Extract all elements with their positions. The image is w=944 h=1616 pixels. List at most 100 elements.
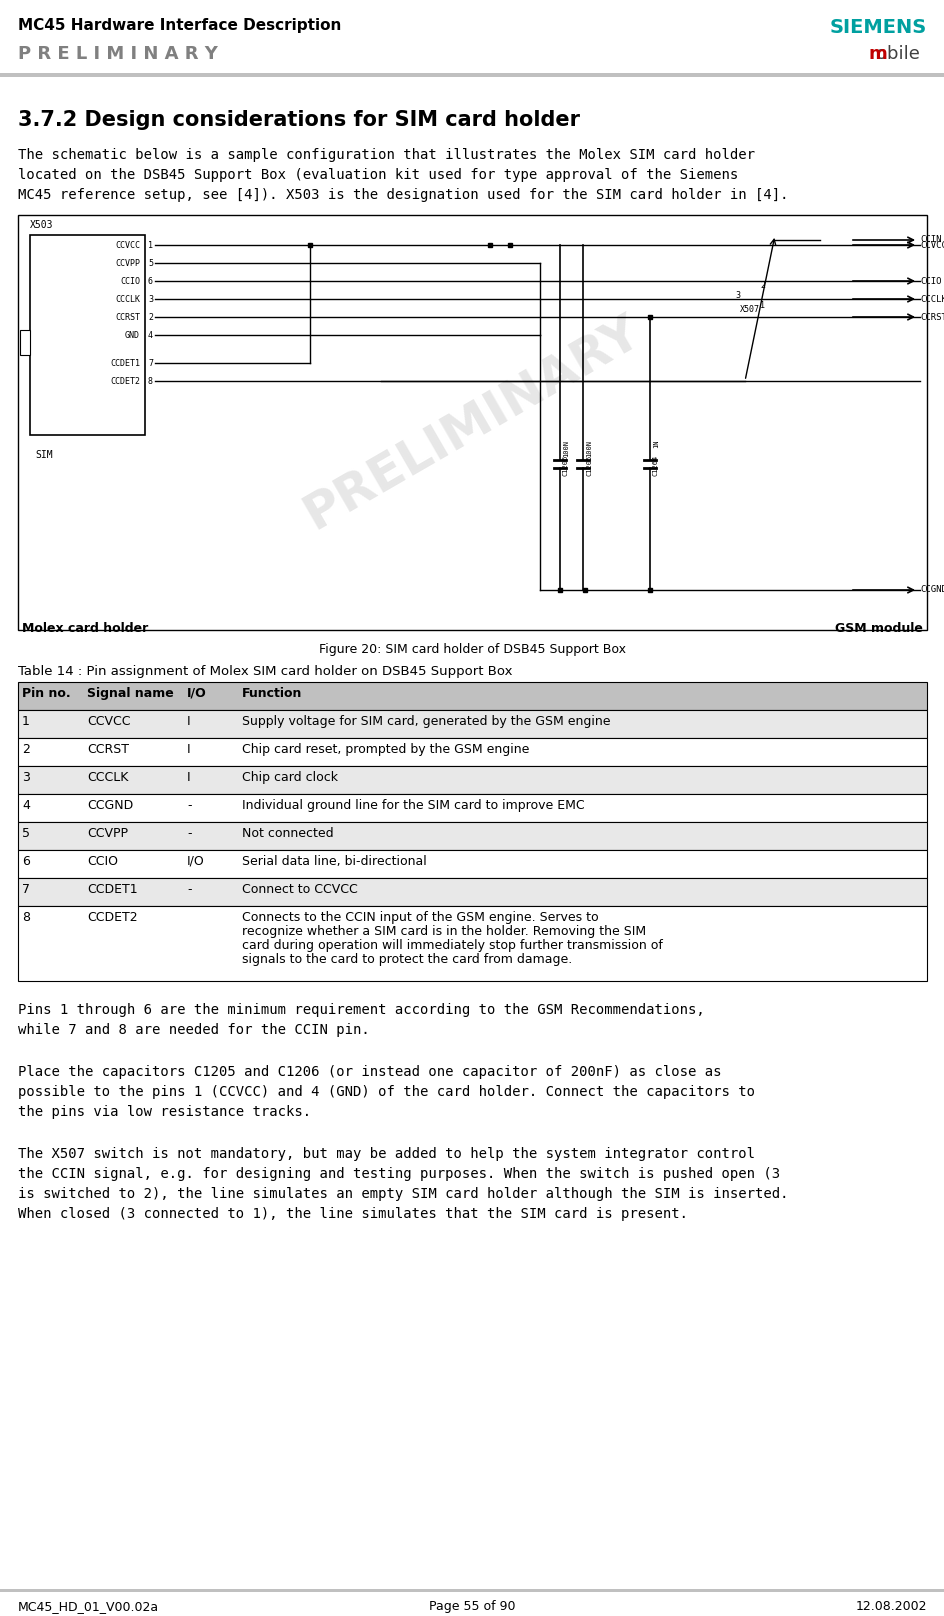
Text: 8: 8: [148, 377, 153, 386]
Text: CCRST: CCRST: [87, 743, 129, 756]
Text: SIM: SIM: [35, 449, 53, 461]
Text: 6: 6: [22, 855, 30, 868]
Text: recognize whether a SIM card is in the holder. Removing the SIM: recognize whether a SIM card is in the h…: [242, 924, 646, 937]
Text: 5: 5: [148, 259, 153, 268]
Text: X503: X503: [30, 220, 54, 229]
Text: Pin no.: Pin no.: [22, 687, 71, 700]
Text: 4: 4: [148, 331, 153, 339]
Text: signals to the card to protect the card from damage.: signals to the card to protect the card …: [242, 953, 572, 966]
Text: Function: Function: [242, 687, 302, 700]
Text: CCIO: CCIO: [120, 276, 140, 286]
Text: 8: 8: [22, 911, 30, 924]
Text: CCDET1: CCDET1: [87, 882, 138, 895]
Text: CCCLK: CCCLK: [919, 294, 944, 304]
Text: while 7 and 8 are needed for the CCIN pin.: while 7 and 8 are needed for the CCIN pi…: [18, 1023, 369, 1037]
Text: possible to the pins 1 (CCVCC) and 4 (GND) of the card holder. Connect the capac: possible to the pins 1 (CCVCC) and 4 (GN…: [18, 1084, 754, 1099]
Text: Individual ground line for the SIM card to improve EMC: Individual ground line for the SIM card …: [242, 798, 584, 811]
Text: I: I: [187, 714, 191, 727]
Text: m: m: [868, 45, 886, 63]
Text: I: I: [187, 743, 191, 756]
Bar: [18, 907, 926, 981]
Bar: [18, 823, 926, 850]
Text: CCIN: CCIN: [919, 236, 940, 244]
Text: CCDET1: CCDET1: [110, 359, 140, 367]
Text: 12.08.2002: 12.08.2002: [854, 1600, 926, 1613]
Text: CCVCC: CCVCC: [87, 714, 130, 727]
Text: C1205: C1205: [585, 456, 591, 477]
Text: CCGND: CCGND: [87, 798, 133, 811]
Bar: [0, 1589, 944, 1592]
Text: Chip card reset, prompted by the GSM engine: Chip card reset, prompted by the GSM eng…: [242, 743, 529, 756]
Text: The X507 switch is not mandatory, but may be added to help the system integrator: The X507 switch is not mandatory, but ma…: [18, 1147, 754, 1160]
Text: Pins 1 through 6 are the minimum requirement according to the GSM Recommendation: Pins 1 through 6 are the minimum require…: [18, 1004, 704, 1016]
Text: MC45 Hardware Interface Description: MC45 Hardware Interface Description: [18, 18, 341, 32]
Text: GSM module: GSM module: [834, 622, 922, 635]
Text: X507: X507: [739, 305, 759, 315]
Bar: [20, 330, 30, 356]
Text: CCIO: CCIO: [919, 276, 940, 286]
Text: card during operation will immediately stop further transmission of: card during operation will immediately s…: [242, 939, 662, 952]
Text: 1N: 1N: [652, 440, 658, 449]
Text: CCVPP: CCVPP: [115, 259, 140, 268]
Text: CCIO: CCIO: [87, 855, 118, 868]
Text: 100N: 100N: [563, 440, 568, 457]
Text: the pins via low resistance tracks.: the pins via low resistance tracks.: [18, 1105, 311, 1118]
Text: I: I: [187, 771, 191, 784]
Text: is switched to 2), the line simulates an empty SIM card holder although the SIM : is switched to 2), the line simulates an…: [18, 1188, 787, 1201]
Text: Signal name: Signal name: [87, 687, 174, 700]
Text: Not connected: Not connected: [242, 827, 333, 840]
Text: 2: 2: [22, 743, 30, 756]
Text: MC45_HD_01_V00.02a: MC45_HD_01_V00.02a: [18, 1600, 159, 1613]
Text: SIEMENS: SIEMENS: [829, 18, 926, 37]
Bar: [18, 766, 926, 793]
Text: -: -: [187, 798, 192, 811]
Text: 3.7.2 Design considerations for SIM card holder: 3.7.2 Design considerations for SIM card…: [18, 110, 580, 129]
Text: I/O: I/O: [187, 687, 207, 700]
Text: CCCLK: CCCLK: [87, 771, 128, 784]
Text: CCRST: CCRST: [919, 312, 944, 322]
Text: 1: 1: [22, 714, 30, 727]
Text: Supply voltage for SIM card, generated by the GSM engine: Supply voltage for SIM card, generated b…: [242, 714, 610, 727]
Bar: [18, 682, 926, 709]
Text: 3: 3: [734, 291, 739, 299]
Text: 3: 3: [148, 294, 153, 304]
Text: 2: 2: [759, 281, 765, 289]
Text: -: -: [187, 827, 192, 840]
Text: the CCIN signal, e.g. for designing and testing purposes. When the switch is pus: the CCIN signal, e.g. for designing and …: [18, 1167, 780, 1181]
Bar: [0, 73, 944, 78]
Text: The schematic below is a sample configuration that illustrates the Molex SIM car: The schematic below is a sample configur…: [18, 149, 754, 162]
Bar: [18, 793, 926, 823]
Bar: [18, 877, 926, 907]
Text: CCGND: CCGND: [919, 585, 944, 595]
Text: PRELIMINARY: PRELIMINARY: [295, 307, 649, 538]
Text: Table 14 : Pin assignment of Molex SIM card holder on DSB45 Support Box: Table 14 : Pin assignment of Molex SIM c…: [18, 666, 512, 679]
Bar: [18, 739, 926, 766]
Text: Figure 20: SIM card holder of DSB45 Support Box: Figure 20: SIM card holder of DSB45 Supp…: [319, 643, 625, 656]
Text: 5: 5: [22, 827, 30, 840]
Text: MC45 reference setup, see [4]). X503 is the designation used for the SIM card ho: MC45 reference setup, see [4]). X503 is …: [18, 187, 787, 202]
Text: C1206: C1206: [563, 456, 568, 477]
Text: I/O: I/O: [187, 855, 205, 868]
Text: Place the capacitors C1205 and C1206 (or instead one capacitor of 200nF) as clos: Place the capacitors C1205 and C1206 (or…: [18, 1065, 720, 1079]
Text: CCRST: CCRST: [115, 312, 140, 322]
Text: CCDET2: CCDET2: [87, 911, 138, 924]
Text: Serial data line, bi-directional: Serial data line, bi-directional: [242, 855, 427, 868]
Text: CCVCC: CCVCC: [115, 241, 140, 249]
Text: CCVCC: CCVCC: [919, 241, 944, 249]
Text: 4: 4: [22, 798, 30, 811]
Text: When closed (3 connected to 1), the line simulates that the SIM card is present.: When closed (3 connected to 1), the line…: [18, 1207, 687, 1222]
Text: CCDET2: CCDET2: [110, 377, 140, 386]
Bar: [0, 0, 944, 74]
Text: Molex card holder: Molex card holder: [22, 622, 148, 635]
Bar: [18, 709, 926, 739]
Text: 7: 7: [22, 882, 30, 895]
Text: located on the DSB45 Support Box (evaluation kit used for type approval of the S: located on the DSB45 Support Box (evalua…: [18, 168, 737, 183]
Text: 6: 6: [148, 276, 153, 286]
Bar: [18, 215, 926, 630]
Text: 3: 3: [22, 771, 30, 784]
Text: Connect to CCVCC: Connect to CCVCC: [242, 882, 358, 895]
Text: Connects to the CCIN input of the GSM engine. Serves to: Connects to the CCIN input of the GSM en…: [242, 911, 598, 924]
Text: C1264: C1264: [652, 456, 658, 477]
Text: 1: 1: [759, 301, 765, 310]
Text: Chip card clock: Chip card clock: [242, 771, 338, 784]
